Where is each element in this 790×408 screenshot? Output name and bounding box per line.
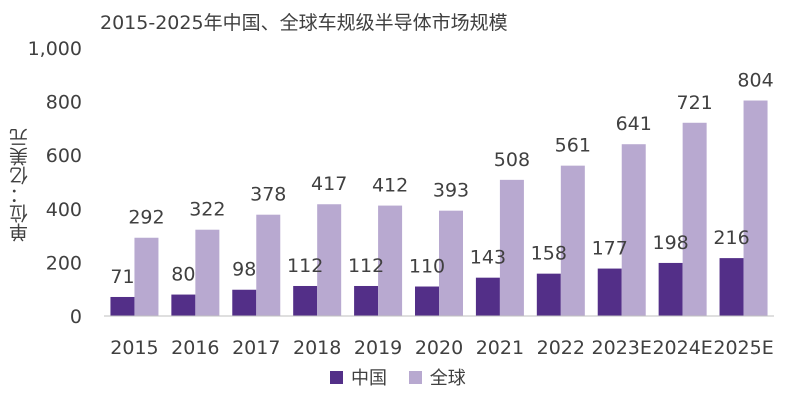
bar-global-2025E bbox=[743, 100, 768, 316]
bar-global-2017 bbox=[256, 214, 281, 316]
data-label: 98 bbox=[232, 259, 256, 281]
y-tick-label: 1,000 bbox=[28, 38, 82, 60]
bar-global-2020 bbox=[439, 210, 463, 316]
bar-global-2022 bbox=[560, 165, 585, 316]
data-label: 417 bbox=[311, 173, 347, 195]
y-axis-ticks: 0 200 400 600 800 1,000 bbox=[28, 38, 82, 328]
x-tick-label: 2020 bbox=[415, 337, 463, 359]
data-label: 561 bbox=[555, 135, 591, 157]
bar-china-2016 bbox=[171, 294, 196, 316]
y-tick-label: 400 bbox=[46, 199, 82, 221]
bar-china-2015 bbox=[110, 296, 135, 316]
data-label: 721 bbox=[677, 92, 713, 114]
x-tick-label: 2022 bbox=[537, 337, 585, 359]
data-label: 112 bbox=[348, 255, 384, 277]
bar-china-2021 bbox=[475, 277, 500, 316]
bar-china-2019 bbox=[354, 285, 379, 316]
data-label: 322 bbox=[189, 199, 225, 221]
legend-label-china: 中国 bbox=[351, 368, 387, 389]
legend-item-global: 全球 bbox=[408, 364, 466, 390]
bar-global-2021 bbox=[499, 179, 524, 316]
data-label: 110 bbox=[409, 256, 445, 278]
x-tick-label: 2024E bbox=[652, 337, 712, 359]
bar-global-2018 bbox=[317, 204, 342, 316]
data-label: 641 bbox=[616, 113, 652, 135]
bar-china-2023E bbox=[597, 268, 622, 316]
data-label: 393 bbox=[433, 180, 469, 202]
bar-global-2023E bbox=[621, 144, 646, 316]
bar-china-2018 bbox=[293, 285, 318, 316]
bar-china-2017 bbox=[232, 289, 257, 316]
bar-china-2025E bbox=[719, 258, 744, 316]
y-tick-label: 800 bbox=[46, 92, 82, 114]
bar-global-2016 bbox=[195, 229, 220, 316]
data-label: 804 bbox=[737, 70, 773, 92]
bar-china-2024E bbox=[658, 262, 683, 316]
legend-label-global: 全球 bbox=[429, 368, 466, 389]
data-label: 292 bbox=[128, 207, 164, 229]
x-tick-label: 2025E bbox=[713, 337, 773, 359]
x-tick-label: 2015 bbox=[110, 337, 158, 359]
bar-china-2020 bbox=[415, 286, 439, 316]
data-label: 508 bbox=[494, 149, 530, 171]
data-label: 378 bbox=[250, 184, 286, 206]
data-label: 412 bbox=[372, 175, 408, 197]
legend-swatch-global bbox=[408, 370, 422, 384]
legend-swatch-china bbox=[330, 370, 343, 384]
data-label: 158 bbox=[531, 243, 567, 265]
data-label: 112 bbox=[287, 255, 323, 277]
bars-group bbox=[110, 100, 768, 316]
bar-global-2015 bbox=[134, 237, 159, 316]
data-label: 143 bbox=[470, 247, 506, 269]
data-label: 71 bbox=[110, 266, 134, 288]
data-label: 177 bbox=[592, 238, 628, 260]
data-label: 216 bbox=[713, 227, 749, 249]
data-label: 80 bbox=[171, 264, 195, 286]
x-tick-label: 2017 bbox=[232, 337, 280, 359]
y-tick-label: 600 bbox=[46, 145, 82, 167]
data-label: 198 bbox=[653, 232, 689, 254]
y-tick-label: 200 bbox=[46, 252, 82, 274]
bar-china-2022 bbox=[536, 273, 561, 316]
legend: 中国 全球 bbox=[330, 364, 482, 390]
x-axis-ticks: 2015 2016 2017 2018 2019 2020 2021 2022 2023E 202… bbox=[110, 337, 773, 359]
x-tick-label: 2023E bbox=[592, 337, 652, 359]
chart-title: 2015-2025年中国、全球车规级半导体市场规模 bbox=[100, 12, 508, 34]
data-labels: 71 292 80 322 98 378 112 417 112 412 110 393 143 508 1… bbox=[110, 70, 773, 288]
x-tick-label: 2019 bbox=[354, 337, 402, 359]
x-tick-label: 2018 bbox=[293, 337, 341, 359]
bar-global-2024E bbox=[682, 122, 707, 316]
x-tick-label: 2016 bbox=[171, 337, 219, 359]
legend-item-china: 中国 bbox=[330, 364, 387, 390]
y-tick-label: 0 bbox=[70, 306, 82, 328]
bar-global-2019 bbox=[378, 205, 403, 316]
x-tick-label: 2021 bbox=[476, 337, 524, 359]
